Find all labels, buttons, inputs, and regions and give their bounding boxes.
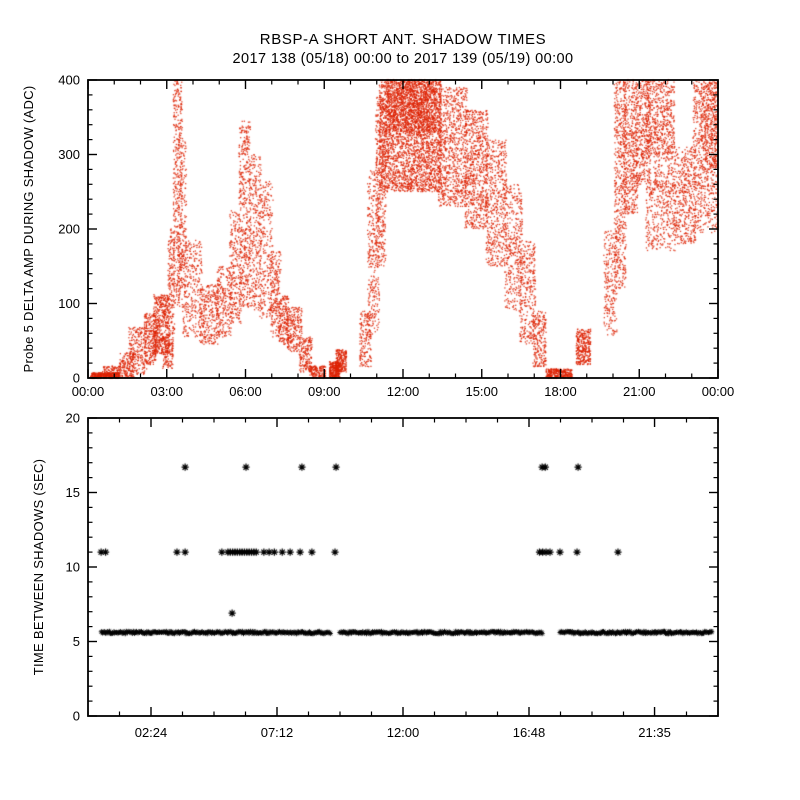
svg-text:03:00: 03:00 [150, 384, 183, 399]
svg-text:12:00: 12:00 [387, 384, 420, 399]
svg-text:21:00: 21:00 [623, 384, 656, 399]
svg-text:300: 300 [58, 147, 80, 162]
svg-text:0: 0 [73, 371, 80, 386]
svg-text:100: 100 [58, 296, 80, 311]
svg-text:400: 400 [58, 73, 80, 88]
bottom-plot-axes: 02:24 07:12 12:00 16:48 21:35 0 5 10 15 20 [66, 411, 719, 740]
top-plot-axes: 00:00 03:00 06:00 09:00 12:00 15:00 18:00 21:00… [58, 73, 734, 400]
svg-text:20: 20 [66, 411, 80, 426]
svg-text:15:00: 15:00 [465, 384, 498, 399]
top-y-axis-title: Probe 5 DELTA AMP DURING SHADOW (ADC) [21, 85, 36, 372]
svg-text:15: 15 [66, 485, 80, 500]
svg-text:200: 200 [58, 222, 80, 237]
svg-text:02:24: 02:24 [135, 725, 168, 740]
svg-text:18:00: 18:00 [544, 384, 577, 399]
svg-text:12:00: 12:00 [387, 725, 420, 740]
svg-text:09:00: 09:00 [308, 384, 341, 399]
svg-text:10: 10 [66, 560, 80, 575]
svg-text:00:00: 00:00 [72, 384, 105, 399]
svg-text:0: 0 [73, 709, 80, 724]
chart-subtitle: 2017 138 (05/18) 00:00 to 2017 139 (05/1… [233, 51, 574, 67]
svg-text:16:48: 16:48 [513, 725, 546, 740]
svg-text:07:12: 07:12 [261, 725, 294, 740]
chart-title: RBSP-A SHORT ANT. SHADOW TIMES [260, 31, 546, 48]
svg-text:06:00: 06:00 [229, 384, 262, 399]
bottom-y-axis-title: TIME BETWEEN SHADOWS (SEC) [31, 459, 46, 676]
svg-text:00:00: 00:00 [702, 384, 735, 399]
svg-text:21:35: 21:35 [638, 725, 671, 740]
svg-text:5: 5 [73, 634, 80, 649]
